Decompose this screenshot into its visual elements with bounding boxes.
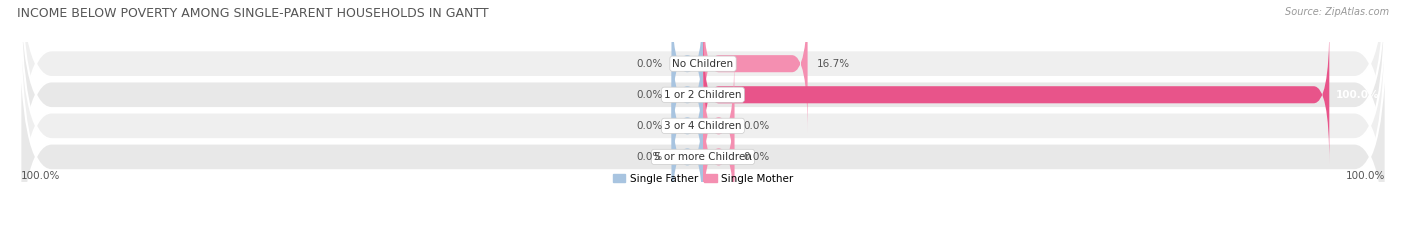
Text: 0.0%: 0.0% [636,152,662,162]
FancyBboxPatch shape [703,88,734,226]
FancyBboxPatch shape [703,57,734,195]
FancyBboxPatch shape [672,26,703,164]
Text: 0.0%: 0.0% [744,152,770,162]
FancyBboxPatch shape [703,0,807,133]
Text: 0.0%: 0.0% [636,59,662,69]
FancyBboxPatch shape [20,0,1386,233]
FancyBboxPatch shape [703,26,1329,164]
FancyBboxPatch shape [672,57,703,195]
Legend: Single Father, Single Mother: Single Father, Single Mother [609,169,797,188]
FancyBboxPatch shape [20,0,1386,233]
Text: 0.0%: 0.0% [744,121,770,131]
FancyBboxPatch shape [672,88,703,226]
Text: INCOME BELOW POVERTY AMONG SINGLE-PARENT HOUSEHOLDS IN GANTT: INCOME BELOW POVERTY AMONG SINGLE-PARENT… [17,7,488,20]
Text: 100.0%: 100.0% [20,171,59,181]
Text: 100.0%: 100.0% [1347,171,1386,181]
Text: 100.0%: 100.0% [1336,90,1379,100]
Text: 0.0%: 0.0% [636,90,662,100]
Text: 0.0%: 0.0% [636,121,662,131]
FancyBboxPatch shape [20,0,1386,206]
FancyBboxPatch shape [672,0,703,133]
Text: 16.7%: 16.7% [817,59,851,69]
Text: Source: ZipAtlas.com: Source: ZipAtlas.com [1285,7,1389,17]
Text: No Children: No Children [672,59,734,69]
FancyBboxPatch shape [20,15,1386,233]
Text: 3 or 4 Children: 3 or 4 Children [664,121,742,131]
Text: 1 or 2 Children: 1 or 2 Children [664,90,742,100]
Text: 5 or more Children: 5 or more Children [654,152,752,162]
